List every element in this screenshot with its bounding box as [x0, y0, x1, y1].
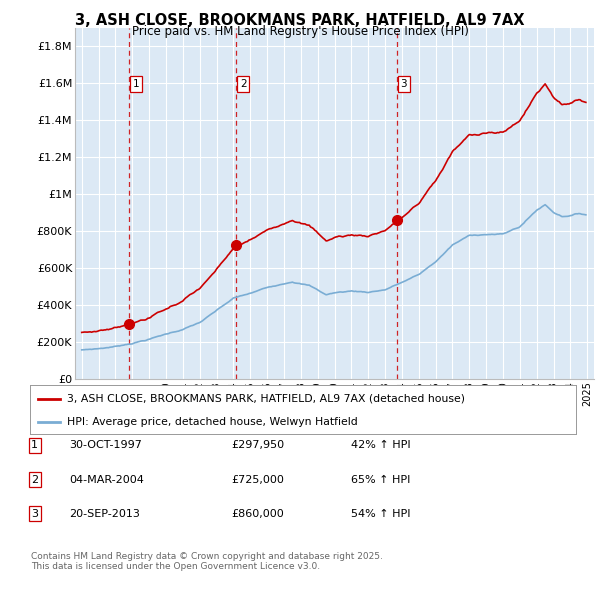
Text: Price paid vs. HM Land Registry's House Price Index (HPI): Price paid vs. HM Land Registry's House …	[131, 25, 469, 38]
Text: 42% ↑ HPI: 42% ↑ HPI	[351, 441, 410, 450]
Text: 65% ↑ HPI: 65% ↑ HPI	[351, 475, 410, 484]
Text: 54% ↑ HPI: 54% ↑ HPI	[351, 509, 410, 519]
Text: 3: 3	[31, 509, 38, 519]
Text: 20-SEP-2013: 20-SEP-2013	[69, 509, 140, 519]
Text: 1: 1	[133, 79, 139, 89]
Text: 3, ASH CLOSE, BROOKMANS PARK, HATFIELD, AL9 7AX: 3, ASH CLOSE, BROOKMANS PARK, HATFIELD, …	[75, 13, 525, 28]
Text: 2: 2	[31, 475, 38, 484]
Text: £860,000: £860,000	[231, 509, 284, 519]
Text: HPI: Average price, detached house, Welwyn Hatfield: HPI: Average price, detached house, Welw…	[67, 417, 358, 427]
Text: 1: 1	[31, 441, 38, 450]
Text: 04-MAR-2004: 04-MAR-2004	[69, 475, 144, 484]
Text: £297,950: £297,950	[231, 441, 284, 450]
Text: 2: 2	[240, 79, 247, 89]
Text: 3: 3	[401, 79, 407, 89]
Text: Contains HM Land Registry data © Crown copyright and database right 2025.
This d: Contains HM Land Registry data © Crown c…	[31, 552, 383, 571]
Text: £725,000: £725,000	[231, 475, 284, 484]
Text: 3, ASH CLOSE, BROOKMANS PARK, HATFIELD, AL9 7AX (detached house): 3, ASH CLOSE, BROOKMANS PARK, HATFIELD, …	[67, 394, 465, 404]
Text: 30-OCT-1997: 30-OCT-1997	[69, 441, 142, 450]
